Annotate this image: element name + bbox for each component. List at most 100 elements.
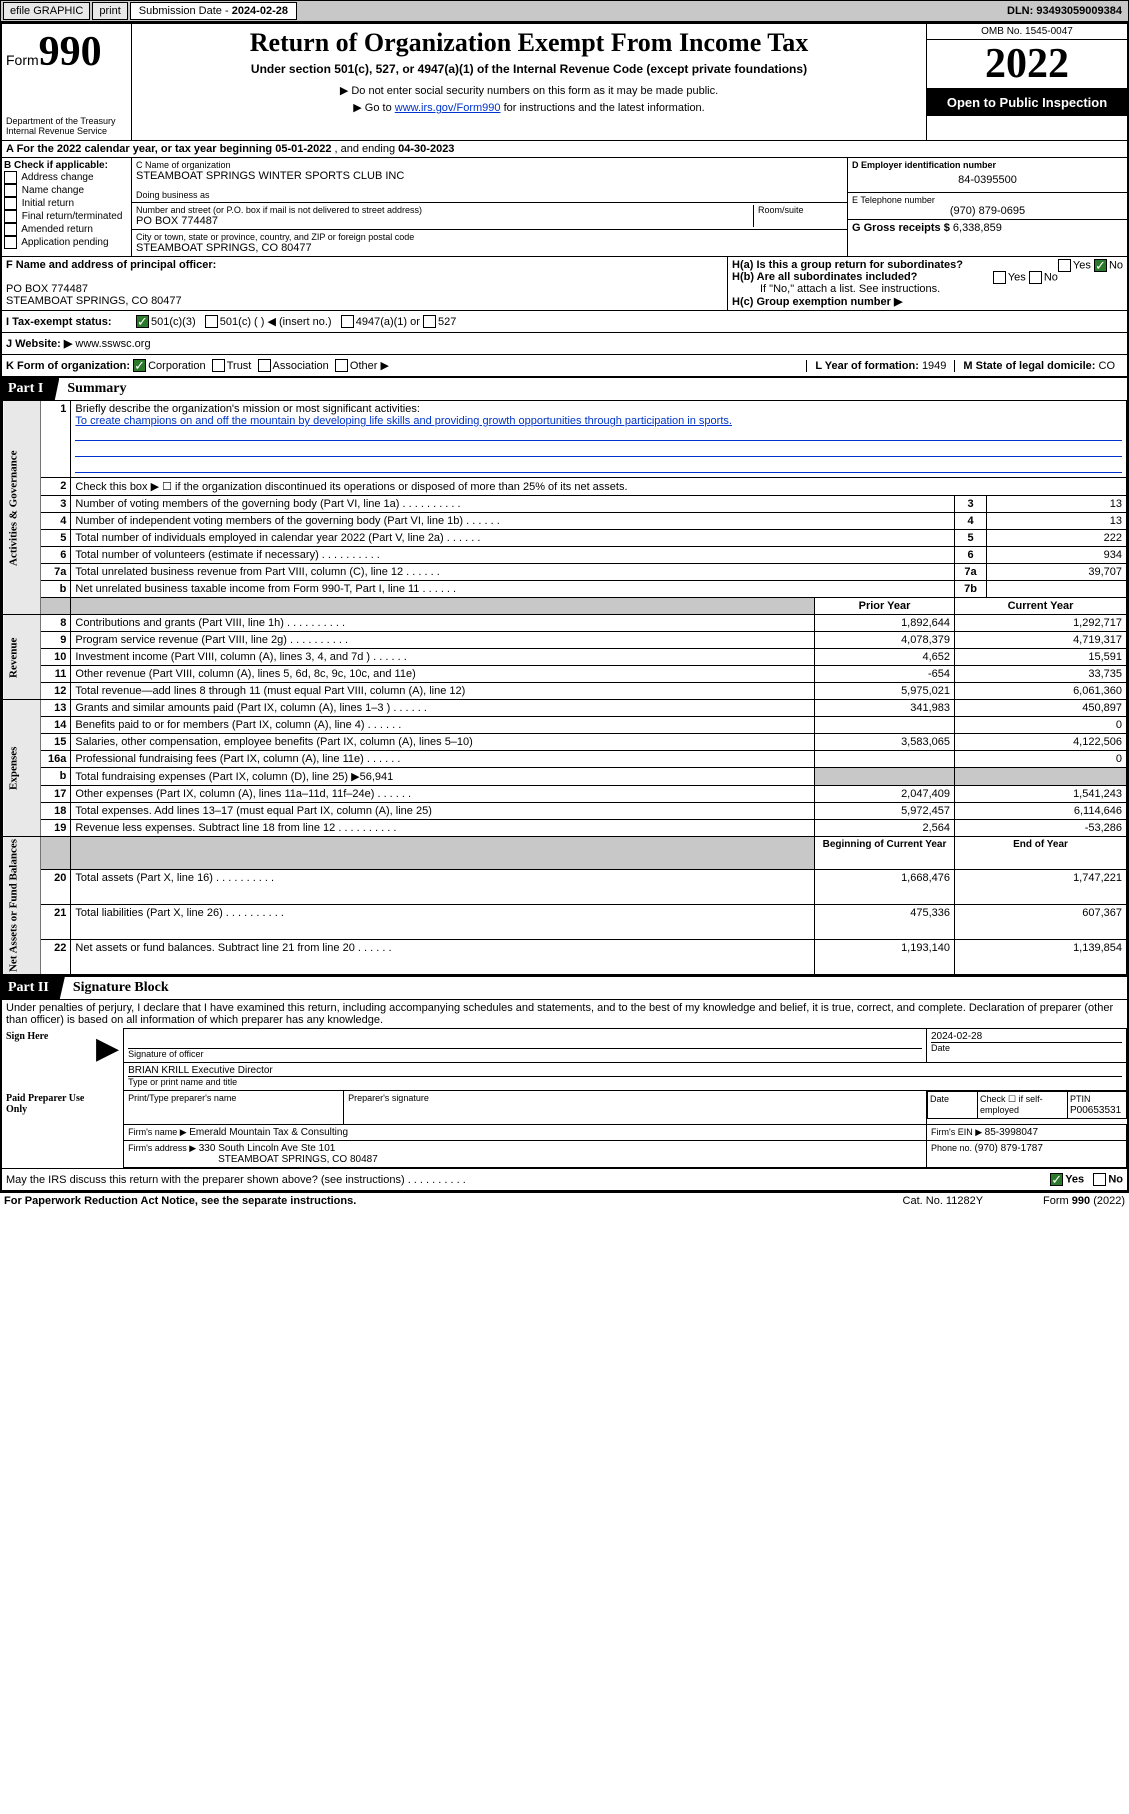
- org-name-label: C Name of organization: [136, 160, 843, 170]
- line3-val: 13: [987, 496, 1127, 513]
- row-j: J Website: ▶ www.sswsc.org: [2, 332, 1127, 354]
- column-c: C Name of organization STEAMBOAT SPRINGS…: [132, 158, 847, 256]
- cb-ha-yes[interactable]: [1058, 259, 1071, 272]
- row-a-mid: , and ending: [331, 143, 398, 155]
- cb-corp[interactable]: ✓: [133, 359, 146, 372]
- hdr-end-year: End of Year: [955, 837, 1127, 870]
- l19-c: -53,286: [955, 820, 1127, 837]
- cb-hb-no[interactable]: [1029, 271, 1042, 284]
- line7b-text: Net unrelated business taxable income fr…: [75, 583, 456, 595]
- cb-discuss-no[interactable]: [1093, 1173, 1106, 1186]
- l15-p: 3,583,065: [815, 734, 955, 751]
- org-name: STEAMBOAT SPRINGS WINTER SPORTS CLUB INC: [136, 170, 843, 182]
- signature-table: Sign Here ▶ Signature of officer 2024-02…: [2, 1028, 1127, 1168]
- cb-trust[interactable]: [212, 359, 225, 372]
- hdr-current-year: Current Year: [955, 598, 1127, 615]
- hdr-prior-year: Prior Year: [815, 598, 955, 615]
- l20-p: 1,668,476: [815, 869, 955, 904]
- cb-assoc[interactable]: [258, 359, 271, 372]
- officer-addr2: STEAMBOAT SPRINGS, CO 80477: [6, 295, 182, 307]
- lbl-address-change: Address change: [21, 172, 93, 183]
- prep-date-label: Date: [930, 1094, 949, 1104]
- officer-name: BRIAN KRILL Executive Director: [128, 1065, 1122, 1077]
- l10-c: 15,591: [955, 649, 1127, 666]
- line4-val: 13: [987, 513, 1127, 530]
- cb-name-change[interactable]: [4, 184, 17, 197]
- hb-label: H(b) Are all subordinates included?: [732, 271, 917, 283]
- cb-501c3[interactable]: ✓: [136, 315, 149, 328]
- irs-form990-link[interactable]: www.irs.gov/Form990: [395, 102, 501, 114]
- l20-c: 1,747,221: [955, 869, 1127, 904]
- print-button[interactable]: print: [92, 2, 127, 20]
- l11-p: -654: [815, 666, 955, 683]
- column-de: D Employer identification number 84-0395…: [847, 158, 1127, 256]
- cb-initial-return[interactable]: [4, 197, 17, 210]
- officer-label: F Name and address of principal officer:: [6, 259, 216, 271]
- row-fh: F Name and address of principal officer:…: [2, 256, 1127, 310]
- l16a-c: 0: [955, 751, 1127, 768]
- discuss-yes: Yes: [1065, 1173, 1084, 1185]
- firm-name: Emerald Mountain Tax & Consulting: [189, 1127, 348, 1138]
- prep-name-label: Print/Type preparer's name: [128, 1093, 236, 1103]
- header-middle: Return of Organization Exempt From Incom…: [132, 24, 927, 140]
- l18-p: 5,972,457: [815, 803, 955, 820]
- cb-4947[interactable]: [341, 315, 354, 328]
- line7a-val: 39,707: [987, 564, 1127, 581]
- year-formation-value: 1949: [922, 360, 946, 372]
- part-ii-header: Part II Signature Block: [2, 975, 1127, 999]
- l8-p: 1,892,644: [815, 615, 955, 632]
- hb-note: If "No," attach a list. See instructions…: [732, 283, 1123, 295]
- l21-t: Total liabilities (Part X, line 26): [75, 907, 283, 919]
- line5-num: 5: [955, 530, 987, 547]
- ptin-label: PTIN: [1070, 1094, 1091, 1104]
- cb-527[interactable]: [423, 315, 436, 328]
- sig-date: 2024-02-28: [931, 1031, 1122, 1042]
- l16a-t: Professional fundraising fees (Part IX, …: [75, 753, 400, 765]
- line6-text: Total number of volunteers (estimate if …: [75, 549, 379, 561]
- note2-suffix: for instructions and the latest informat…: [501, 102, 705, 114]
- l13-t: Grants and similar amounts paid (Part IX…: [75, 702, 427, 714]
- l10-t: Investment income (Part VIII, column (A)…: [75, 651, 406, 663]
- ha-no: No: [1109, 259, 1123, 271]
- website-label: J Website: ▶: [6, 337, 72, 350]
- l11-t: Other revenue (Part VIII, column (A), li…: [75, 668, 415, 680]
- cat-no: Cat. No. 11282Y: [903, 1195, 984, 1207]
- ptin-value: P00653531: [1070, 1105, 1121, 1116]
- irs-label: Internal Revenue Service: [6, 126, 127, 136]
- opt-527: 527: [438, 316, 456, 328]
- open-to-public: Open to Public Inspection: [927, 89, 1127, 116]
- l20-t: Total assets (Part X, line 16): [75, 872, 274, 884]
- line6-num: 6: [955, 547, 987, 564]
- cb-hb-yes[interactable]: [993, 271, 1006, 284]
- line7a-num: 7a: [955, 564, 987, 581]
- irs-discuss-label: May the IRS discuss this return with the…: [6, 1174, 466, 1186]
- line3-num: 3: [955, 496, 987, 513]
- row-a-prefix: A For the 2022 calendar year, or tax yea…: [6, 143, 275, 155]
- ein-label: D Employer identification number: [852, 160, 1123, 170]
- officer-name-label: Type or print name and title: [128, 1077, 237, 1087]
- cb-app-pending[interactable]: [4, 236, 17, 249]
- website-value: www.sswsc.org: [75, 338, 150, 350]
- cb-discuss-yes[interactable]: ✓: [1050, 1173, 1063, 1186]
- cb-amended[interactable]: [4, 223, 17, 236]
- year-formation-label: L Year of formation:: [815, 360, 922, 372]
- cb-501c[interactable]: [205, 315, 218, 328]
- line4-text: Number of independent voting members of …: [75, 515, 499, 527]
- cb-final-return[interactable]: [4, 210, 17, 223]
- form-org-label: K Form of organization:: [6, 360, 130, 372]
- side-expenses: Expenses: [3, 700, 41, 837]
- firm-addr2: STEAMBOAT SPRINGS, CO 80487: [128, 1154, 378, 1165]
- l15-c: 4,122,506: [955, 734, 1127, 751]
- discuss-no: No: [1108, 1173, 1123, 1185]
- officer-addr1: PO BOX 774487: [6, 283, 88, 295]
- cb-address-change[interactable]: [4, 171, 17, 184]
- part-ii-label: Part II: [2, 977, 65, 999]
- tax-exempt-label: I Tax-exempt status:: [6, 316, 136, 328]
- hdr-begin-year: Beginning of Current Year: [815, 837, 955, 870]
- cb-ha-no[interactable]: ✓: [1094, 259, 1107, 272]
- hb-yes: Yes: [1008, 271, 1026, 283]
- cb-other[interactable]: [335, 359, 348, 372]
- l19-p: 2,564: [815, 820, 955, 837]
- tax-year: 2022: [927, 40, 1127, 89]
- perjury-declaration: Under penalties of perjury, I declare th…: [2, 999, 1127, 1028]
